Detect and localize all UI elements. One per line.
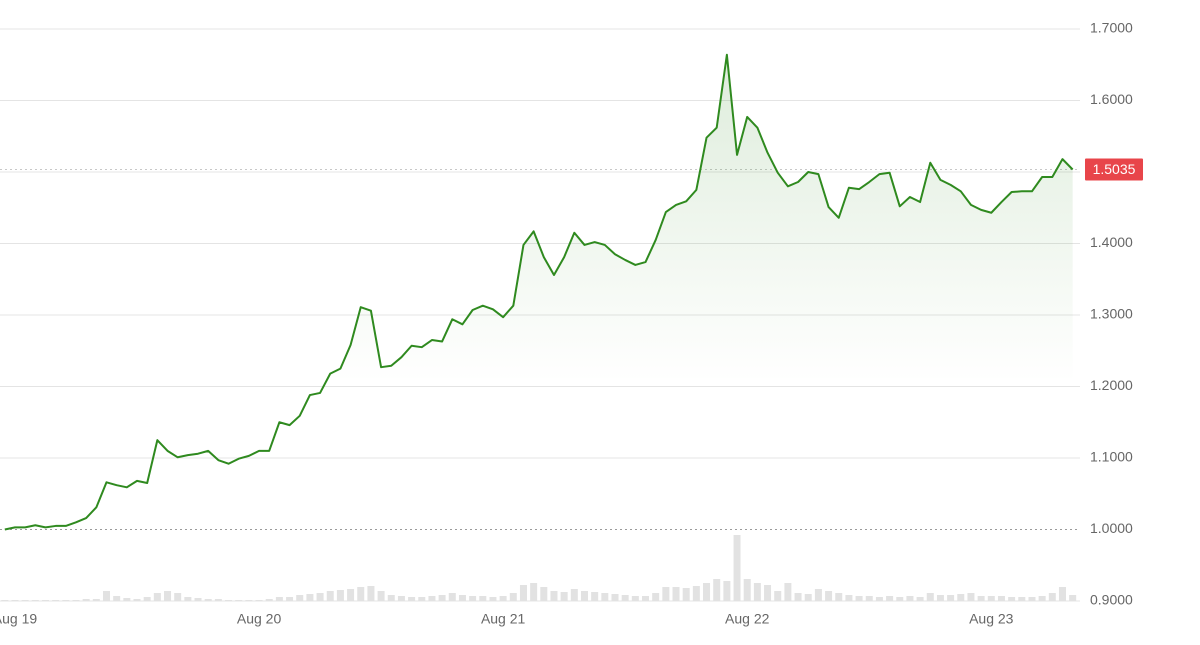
y-tick-label: 1.1000 — [1090, 449, 1133, 465]
price-area — [4, 54, 1073, 602]
y-tick-label: 1.4000 — [1090, 234, 1133, 250]
plot-area — [4, 53, 1074, 602]
y-tick-label: 1.2000 — [1090, 377, 1133, 393]
x-tick-label: Aug 19 — [0, 611, 37, 627]
axis-labels: 0.9000 1.0000 1.1000 1.2000 1.3000 1.4000 1.50… — [0, 20, 1143, 627]
y-tick-label: 1.0000 — [1090, 520, 1133, 536]
y-tick-label: 0.9000 — [1090, 592, 1133, 608]
last-price-badge — [1085, 158, 1143, 181]
x-tick-label: Aug 21 — [481, 611, 526, 627]
x-tick-label: Aug 22 — [725, 611, 770, 627]
x-tick-label: Aug 20 — [237, 611, 282, 627]
x-tick-label: Aug 23 — [969, 611, 1014, 627]
y-tick-label: 1.6000 — [1090, 91, 1133, 107]
last-price-label: 1.5035 — [1093, 161, 1136, 177]
y-tick-label: 1.3000 — [1090, 306, 1133, 322]
y-tick-label: 1.7000 — [1090, 20, 1133, 36]
price-line — [4, 53, 1074, 531]
